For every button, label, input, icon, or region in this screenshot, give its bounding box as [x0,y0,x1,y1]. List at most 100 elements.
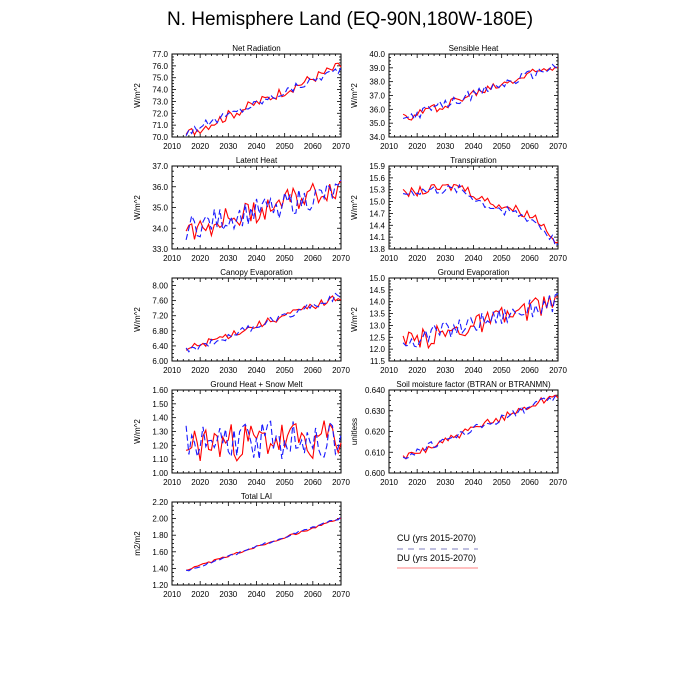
y-tick-label: 0.630 [365,407,386,416]
x-tick-label: 2050 [493,254,511,263]
x-tick-label: 2060 [304,142,322,151]
x-tick-label: 2070 [332,478,350,487]
x-tick-label: 2060 [304,478,322,487]
x-tick-label: 2010 [163,366,181,375]
x-tick-label: 2030 [219,366,237,375]
y-tick-label: 14.0 [369,298,385,307]
y-tick-label: 6.80 [152,327,168,336]
x-tick-label: 2070 [332,254,350,263]
y-tick-label: 15.0 [369,274,385,283]
y-tick-label: 37.0 [152,162,168,171]
y-tick-label: 1.20 [152,581,168,590]
y-tick-label: 0.640 [365,386,386,395]
y-tick-label: 7.60 [152,297,168,306]
series-line-du [185,420,342,462]
x-tick-label: 2060 [521,254,539,263]
y-tick-label: 39.0 [369,64,385,73]
x-tick-label: 2070 [332,142,350,151]
x-tick-label: 2010 [163,142,181,151]
series-line-cu [402,395,559,460]
x-tick-label: 2050 [276,254,294,263]
x-tick-label: 2060 [521,142,539,151]
panel-ground-evaporation: Ground Evaporation W/m^2 2010 2020 2030 2040 2… [350,268,567,375]
y-tick-label: 38.0 [369,78,385,87]
x-tick-label: 2030 [219,142,237,151]
x-tick-label: 2040 [248,254,266,263]
series-line-du [402,66,559,121]
x-tick-label: 2020 [191,590,209,599]
panel-soil-moisture-factor-btran-or-btranmn: Soil moisture factor (BTRAN or BTRANMN) u… [350,380,567,487]
series-line-cu [402,63,559,121]
series-line-cu [185,292,342,353]
y-tick-label: 1.40 [152,564,168,573]
x-tick-label: 2040 [465,142,483,151]
y-tick-label: 15.0 [369,198,385,207]
x-tick-label: 2070 [549,366,567,375]
x-tick-label: 2030 [436,478,454,487]
plot-frame [388,277,559,362]
y-tick-label: 1.00 [152,469,168,478]
y-axis-label: W/m^2 [133,419,142,444]
y-tick-label: 71.0 [152,121,168,130]
x-tick-label: 2050 [276,478,294,487]
y-tick-label: 73.0 [152,97,168,106]
x-tick-label: 2030 [436,366,454,375]
x-tick-label: 2060 [521,478,539,487]
y-tick-label: 11.5 [370,357,386,366]
x-tick-label: 2040 [248,142,266,151]
x-tick-label: 2040 [248,478,266,487]
panel-canopy-evaporation: Canopy Evaporation W/m^2 2010 2020 2030 2040 2… [133,268,350,375]
panel-transpiration: Transpiration W/m^2 2010 2020 2030 2040 2050 20… [350,156,567,263]
y-tick-label: 2.00 [152,515,168,524]
x-tick-label: 2050 [493,478,511,487]
panel-latent-heat: Latent Heat W/m^2 2010 2020 2030 2040 2050 2060… [133,156,350,263]
y-tick-label: 34.0 [369,133,385,142]
y-tick-label: 15.3 [369,186,385,195]
series-line-cu [185,179,342,241]
y-tick-label: 13.8 [369,245,385,254]
y-tick-label: 76.0 [152,62,168,71]
x-tick-label: 2040 [465,366,483,375]
y-tick-label: 6.40 [152,342,168,351]
x-tick-label: 2030 [436,142,454,151]
x-tick-label: 2050 [276,590,294,599]
x-tick-label: 2070 [549,478,567,487]
y-tick-label: 8.00 [152,282,168,291]
series-line-du [185,295,342,351]
panel-net-radiation: Net Radiation W/m^2 2010 2020 2030 2040 2050 20… [133,44,350,151]
x-tick-label: 2010 [380,478,398,487]
x-tick-label: 2020 [408,254,426,263]
x-tick-label: 2020 [408,478,426,487]
y-tick-label: 13.0 [369,321,385,330]
y-tick-label: 40.0 [369,50,385,59]
plot-frame [171,165,342,250]
y-tick-label: 1.60 [152,386,168,395]
x-tick-label: 2010 [380,366,398,375]
legend: CU (yrs 2015-2070) DU (yrs 2015-2070) [397,533,478,569]
y-tick-label: 1.60 [152,548,168,557]
y-axis-label: W/m^2 [350,83,359,108]
x-tick-label: 2070 [332,590,350,599]
x-tick-label: 2010 [163,478,181,487]
x-tick-label: 2060 [304,366,322,375]
series-line-cu [185,516,342,572]
y-axis-label: W/m^2 [350,195,359,220]
y-tick-label: 35.0 [369,119,385,128]
chart-title: Transpiration [450,156,496,165]
chart-title: Latent Heat [236,156,278,165]
y-axis-label: W/m^2 [133,307,142,332]
x-tick-label: 2020 [408,142,426,151]
y-tick-label: 14.7 [369,209,385,218]
legend-label-cu: CU (yrs 2015-2070) [397,533,476,543]
series-line-du [402,295,558,350]
x-tick-label: 2030 [436,254,454,263]
y-tick-label: 2.20 [152,498,168,507]
plot-frame [171,53,342,138]
plot-frame [388,53,559,138]
x-tick-label: 2010 [380,142,398,151]
y-tick-label: 72.0 [152,109,168,118]
chart-title: Net Radiation [232,44,280,53]
x-tick-label: 2020 [191,142,209,151]
y-tick-label: 0.620 [365,428,386,437]
y-tick-label: 74.0 [152,86,168,95]
